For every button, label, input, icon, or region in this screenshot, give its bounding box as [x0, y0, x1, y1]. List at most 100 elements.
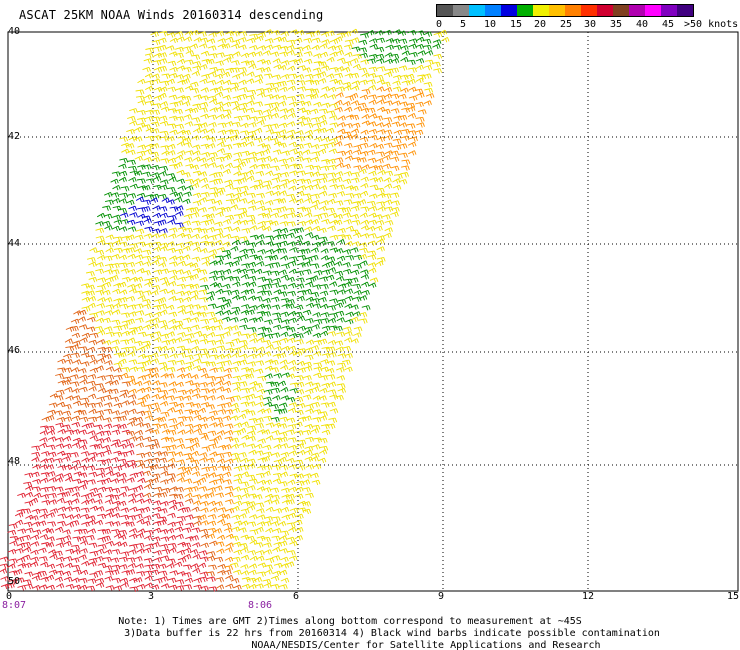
wind-barb	[265, 435, 274, 441]
wind-barb	[119, 136, 129, 142]
wind-barb	[62, 410, 72, 417]
wind-barb	[278, 569, 288, 576]
wind-barb	[304, 129, 314, 136]
wind-barb	[192, 65, 202, 72]
wind-barb	[176, 36, 185, 42]
wind-barb	[416, 122, 425, 128]
wind-barb	[201, 446, 211, 452]
wind-barb	[248, 418, 258, 424]
wind-barb	[278, 291, 288, 297]
wind-barb	[289, 540, 298, 547]
wind-barb	[408, 51, 418, 58]
wind-barb	[223, 569, 232, 575]
wind-barb	[199, 128, 208, 134]
wind-barb	[110, 346, 120, 352]
wind-barb	[254, 542, 264, 548]
wind-barb	[54, 486, 64, 492]
wind-barb	[97, 346, 107, 353]
wind-barb	[271, 516, 281, 522]
wind-barb	[310, 156, 320, 163]
wind-barb	[150, 569, 160, 576]
wind-barb	[337, 122, 346, 128]
wind-barb	[207, 361, 217, 367]
wind-barb	[104, 310, 114, 316]
wind-barb	[222, 283, 231, 290]
wind-barb	[222, 331, 231, 337]
wind-barb	[142, 343, 151, 350]
wind-barb	[318, 205, 328, 212]
wind-barb	[222, 241, 231, 247]
wind-barb	[198, 576, 208, 583]
wind-barb	[78, 578, 88, 584]
wind-barb	[369, 184, 379, 190]
wind-barb	[336, 255, 346, 262]
wind-barb	[120, 486, 130, 492]
wind-barb	[255, 395, 264, 401]
wind-barb	[184, 240, 194, 247]
wind-barb	[214, 556, 224, 563]
wind-barb	[305, 339, 315, 345]
wind-barb	[145, 143, 154, 150]
wind-barb	[305, 492, 314, 499]
wind-barb	[214, 73, 224, 80]
wind-barb	[160, 324, 169, 330]
wind-barb	[80, 494, 90, 500]
wind-barb	[144, 582, 153, 588]
wind-barb	[143, 498, 153, 504]
wind-barb	[168, 418, 178, 424]
wind-barb	[240, 373, 250, 380]
wind-barb	[182, 326, 192, 333]
wind-barb	[390, 211, 399, 218]
wind-barb	[167, 143, 176, 150]
wind-barb	[309, 108, 319, 114]
wind-barb	[381, 108, 391, 115]
wind-barb	[144, 312, 154, 318]
wind-barb	[263, 226, 272, 232]
wind-barb	[318, 61, 327, 67]
wind-barb	[209, 98, 218, 105]
wind-barb	[320, 165, 330, 172]
wind-barb	[70, 318, 80, 325]
wind-barb	[24, 500, 34, 507]
wind-barb	[177, 304, 186, 311]
wind-barb	[160, 555, 170, 561]
wind-barb	[232, 375, 242, 382]
wind-barb	[112, 205, 122, 212]
wind-barb	[222, 87, 232, 93]
wind-barb	[304, 184, 314, 191]
wind-barb	[168, 227, 178, 233]
wind-barb	[270, 416, 280, 423]
wind-barb	[191, 54, 201, 60]
wind-barb	[191, 256, 201, 262]
wind-barb	[302, 193, 312, 199]
wind-barb	[118, 262, 128, 268]
wind-barb	[312, 395, 321, 401]
wind-barb	[182, 220, 192, 226]
scale-label: 15	[510, 19, 523, 30]
wind-barb	[375, 58, 385, 64]
wind-barb	[345, 225, 355, 232]
wind-barb	[374, 74, 384, 81]
wind-barb	[111, 564, 121, 571]
wind-barb	[128, 463, 137, 469]
wind-barb	[142, 199, 152, 206]
wind-barb	[113, 465, 123, 471]
wind-barb	[214, 171, 224, 178]
wind-barb	[158, 170, 168, 177]
wind-barb	[358, 39, 368, 46]
wind-barb	[199, 416, 208, 422]
wind-barb	[320, 200, 329, 206]
wind-barb	[110, 478, 120, 484]
wind-barb	[168, 311, 178, 318]
wind-barb	[61, 491, 71, 497]
wind-barb	[352, 149, 362, 156]
wind-barb	[263, 479, 273, 485]
wind-barb	[55, 443, 65, 449]
wind-barb	[95, 415, 105, 421]
wind-barb	[71, 429, 81, 435]
wind-barb	[286, 429, 295, 435]
wind-barb	[135, 89, 145, 95]
wind-barb	[415, 64, 424, 71]
wind-barb	[407, 141, 417, 148]
wind-barb	[86, 465, 96, 471]
